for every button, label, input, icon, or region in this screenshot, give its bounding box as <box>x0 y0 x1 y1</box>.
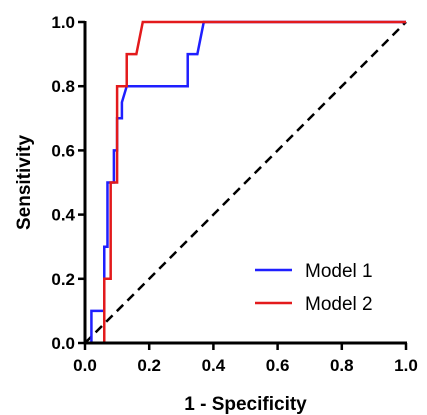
x-tick-label: 0.0 <box>73 356 97 375</box>
y-axis-title: Sensitivity <box>14 135 35 230</box>
x-tick-label: 0.2 <box>137 356 161 375</box>
y-tick-label: 0.4 <box>51 206 75 225</box>
x-axis-title: 1 - Specificity <box>184 394 307 415</box>
y-tick-label: 0.6 <box>51 141 75 160</box>
series-line-model-2 <box>85 20 406 345</box>
x-tick-label: 1.0 <box>394 356 418 375</box>
legend: Model 1 Model 2 <box>255 261 373 315</box>
x-tick-label: 0.6 <box>266 356 290 375</box>
y-tick-label: 0.2 <box>51 270 75 289</box>
axes: 0.0 0.2 0.4 0.6 0.8 1.0 0.0 0.2 0.4 0.6 0.8 1.0 <box>51 13 417 375</box>
y-tick-label: 1.0 <box>51 13 75 32</box>
x-tick-label: 0.4 <box>202 356 226 375</box>
legend-label: Model 1 <box>305 261 373 282</box>
y-tick-label: 0.8 <box>51 77 75 96</box>
y-tick-label: 0.0 <box>51 334 75 353</box>
x-tick-label: 0.8 <box>330 356 354 375</box>
plot-area <box>84 20 407 345</box>
legend-label: Model 2 <box>305 294 373 315</box>
reference-diagonal-line <box>84 21 407 344</box>
